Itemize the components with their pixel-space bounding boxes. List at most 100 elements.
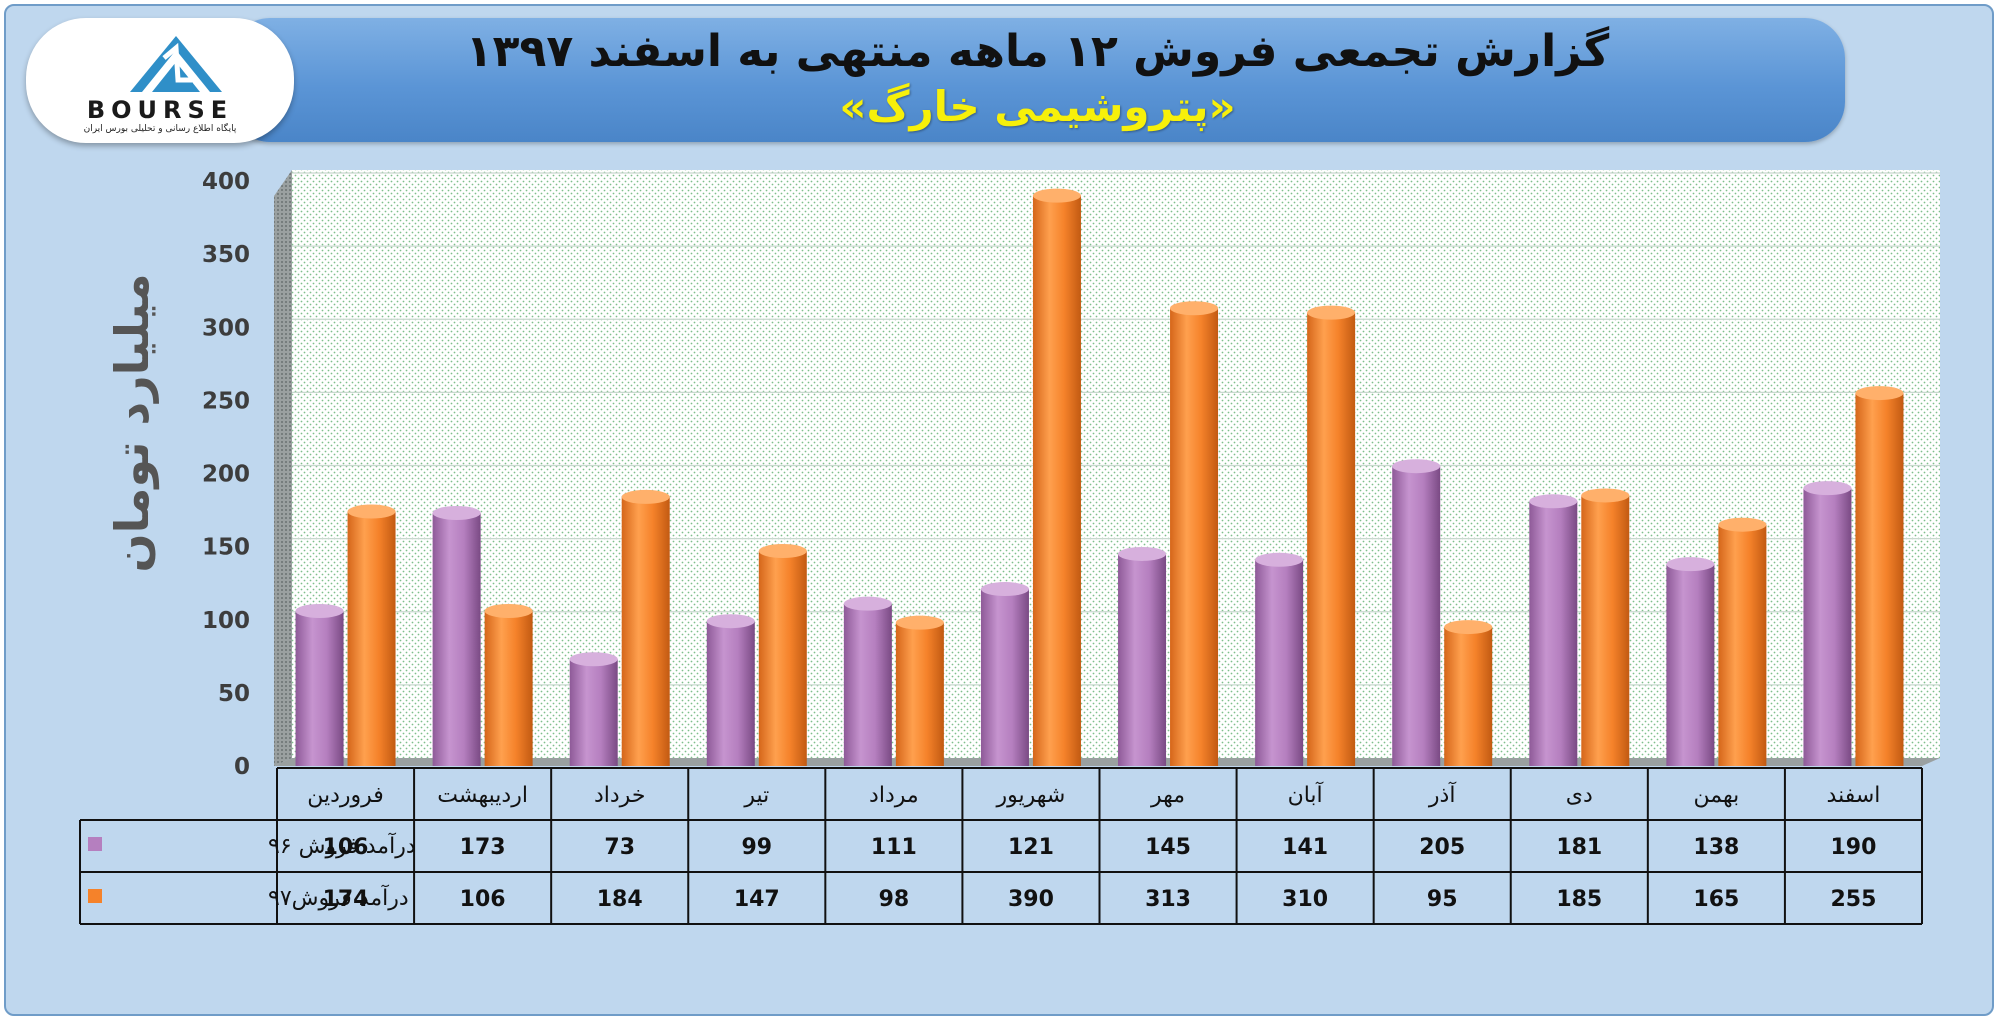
category-label: خرداد xyxy=(594,783,645,808)
bourse-logo: BOURSE پایگاه اطلاع رسانی و تحلیلی بورس … xyxy=(26,18,294,143)
logo-subtext: پایگاه اطلاع رسانی و تحلیلی بورس ایران xyxy=(83,124,237,134)
bar-cap xyxy=(1307,305,1356,320)
category-label: اردیبهشت xyxy=(437,783,528,808)
data-label: 141 xyxy=(1282,835,1328,860)
legend-label: درآمد فروش۹۷ xyxy=(268,884,409,911)
bar xyxy=(1255,559,1304,766)
bar xyxy=(1803,488,1852,766)
bar-cap xyxy=(1392,459,1441,474)
bar-cap xyxy=(621,489,670,504)
data-label: 174 xyxy=(323,887,369,912)
data-label: 147 xyxy=(734,887,780,912)
data-label: 98 xyxy=(879,887,910,912)
bar xyxy=(432,512,481,766)
bar xyxy=(1170,308,1219,766)
bar-cap xyxy=(484,603,533,618)
category-label: مرداد xyxy=(869,783,919,808)
bar-cap xyxy=(1170,301,1219,316)
chart-side-wall xyxy=(274,170,292,766)
category-label: دی xyxy=(1566,783,1593,808)
bar-cap xyxy=(1718,517,1767,532)
title-banner: گزارش تجمعی فروش ۱۲ ماهه منتهی به اسفند … xyxy=(230,18,1845,142)
y-tick-label: 200 xyxy=(202,462,250,488)
bar xyxy=(484,610,533,766)
data-label: 190 xyxy=(1830,835,1876,860)
data-label: 205 xyxy=(1419,835,1465,860)
bar-cap xyxy=(295,603,344,618)
data-label: 390 xyxy=(1008,887,1054,912)
legend-label: درآمد فروش ۹۶ xyxy=(268,832,416,859)
y-axis-label: میلیارد تومان xyxy=(105,273,159,572)
bar-cap xyxy=(843,596,892,611)
data-label: 310 xyxy=(1282,887,1328,912)
data-table: فروردین 106 174 اردیبهشت 173 106 خرداد 73 184 تیر… xyxy=(79,767,1923,925)
bar-cap xyxy=(1032,188,1081,203)
data-label: 185 xyxy=(1556,887,1602,912)
bar xyxy=(1032,195,1081,766)
bar xyxy=(895,622,944,766)
bar-cap xyxy=(1255,552,1304,567)
bar xyxy=(1118,553,1167,766)
logo-mark-icon xyxy=(130,36,222,92)
data-label: 111 xyxy=(871,835,917,860)
logo-wordmark: BOURSE xyxy=(86,96,234,124)
data-label: 181 xyxy=(1556,835,1602,860)
bar xyxy=(1307,312,1356,766)
bar-cap xyxy=(1444,620,1493,635)
bar-cap xyxy=(758,544,807,559)
bar-cap xyxy=(1855,386,1904,401)
bar-cap xyxy=(980,582,1029,597)
bar xyxy=(980,589,1029,766)
y-tick-label: 50 xyxy=(218,681,250,707)
data-label: 173 xyxy=(460,835,506,860)
y-tick-label: 0 xyxy=(234,754,250,780)
bar-cap xyxy=(1581,488,1630,503)
bar-cap xyxy=(895,615,944,630)
bar-cap xyxy=(432,505,481,520)
y-tick-label: 150 xyxy=(202,535,250,561)
legend-swatch xyxy=(88,837,102,851)
gridlines xyxy=(292,172,1940,686)
bar xyxy=(295,610,344,766)
category-label: آبان xyxy=(1288,781,1324,808)
chart-subtitle: «پتروشیمی خارگ» xyxy=(839,82,1236,131)
bar xyxy=(706,621,755,766)
data-label: 313 xyxy=(1145,887,1191,912)
bar xyxy=(1666,564,1715,766)
y-tick-label: 350 xyxy=(202,242,250,268)
data-label: 184 xyxy=(597,887,643,912)
y-tick-label: 400 xyxy=(202,169,250,195)
plot-area xyxy=(292,170,1940,758)
data-label: 106 xyxy=(460,887,506,912)
category-label: شهریور xyxy=(996,783,1066,808)
bar xyxy=(758,551,807,766)
bar xyxy=(1529,501,1578,766)
category-label: بهمن xyxy=(1694,783,1740,808)
chart-title: گزارش تجمعی فروش ۱۲ ماهه منتهی به اسفند … xyxy=(465,26,1610,77)
y-tick-label: 100 xyxy=(202,608,250,634)
data-label: 106 xyxy=(323,835,369,860)
category-label: تیر xyxy=(743,783,769,808)
bar xyxy=(621,496,670,766)
category-label: مهر xyxy=(1150,783,1185,808)
bar-cap xyxy=(1529,494,1578,509)
y-tick-label: 250 xyxy=(202,388,250,414)
chart-floor xyxy=(274,758,1940,766)
data-label: 165 xyxy=(1693,887,1739,912)
bar-cap xyxy=(1118,546,1167,561)
bar xyxy=(843,603,892,766)
bar-cap xyxy=(1666,557,1715,572)
bar xyxy=(347,511,396,766)
y-tick-label: 300 xyxy=(202,315,250,341)
data-label: 95 xyxy=(1427,887,1458,912)
category-label: فروردین xyxy=(307,783,384,808)
y-axis-ticks: 0 50 100 150 200 250 300 350 400 xyxy=(202,169,250,780)
data-label: 99 xyxy=(741,835,772,860)
data-label: 121 xyxy=(1008,835,1054,860)
bar xyxy=(1444,627,1493,766)
bar xyxy=(1581,495,1630,766)
data-label: 138 xyxy=(1693,835,1739,860)
bar-cap xyxy=(569,652,618,667)
bar xyxy=(1855,393,1904,766)
